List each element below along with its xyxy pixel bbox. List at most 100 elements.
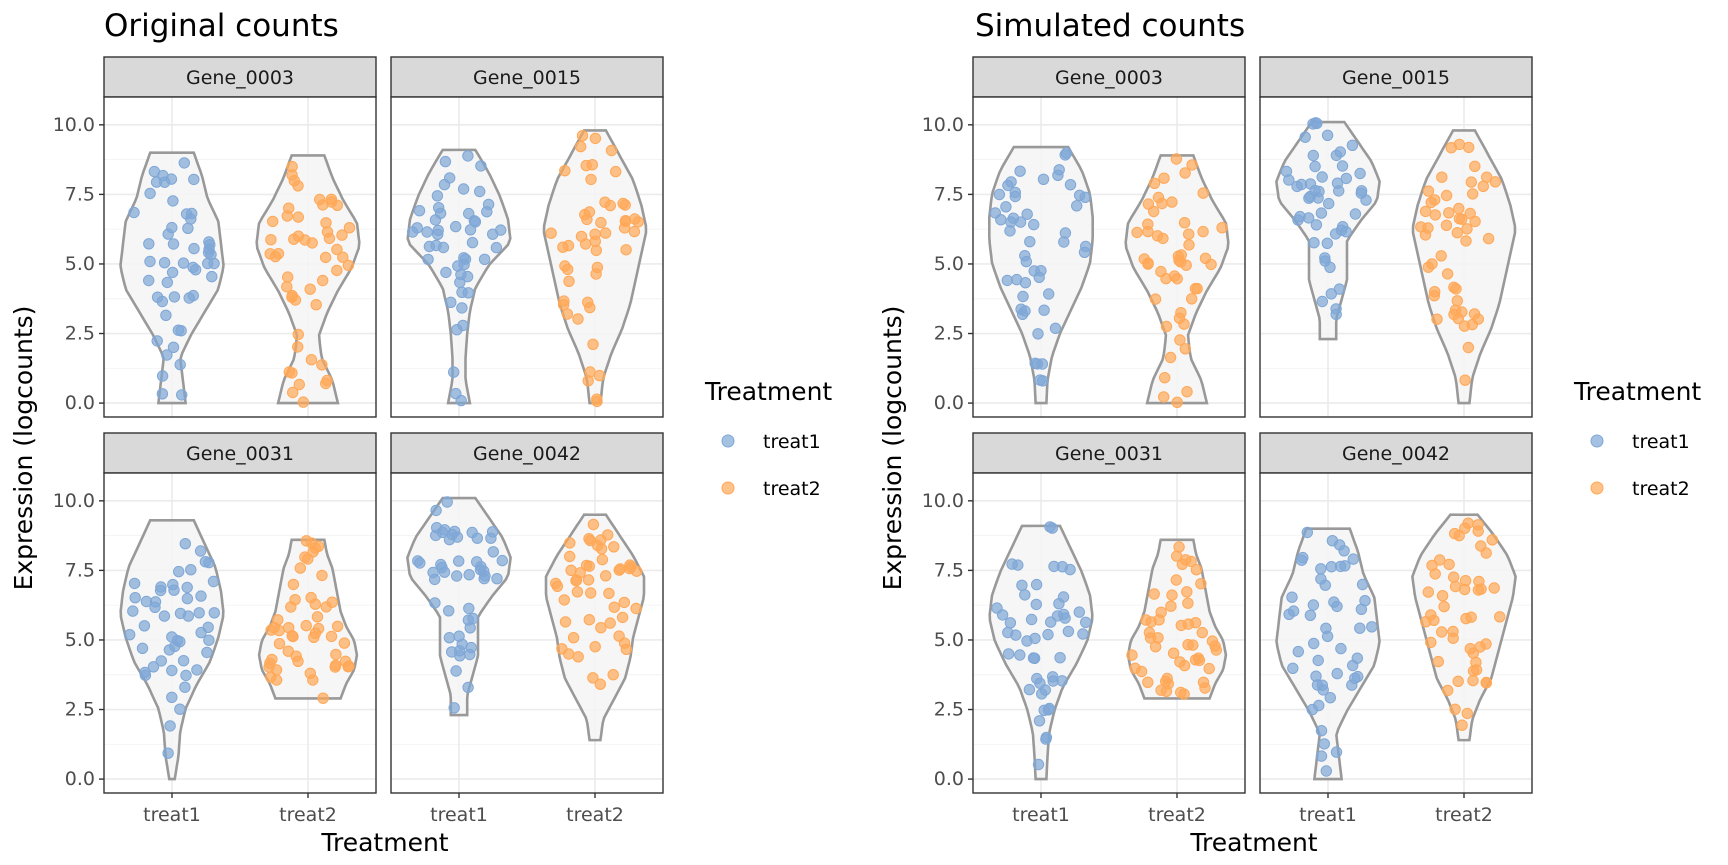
data-point [1037,173,1050,186]
data-point [1014,216,1027,228]
data-point [617,197,629,210]
data-point [1175,619,1188,632]
y-tick-label: 0.0 [934,768,964,790]
data-point [174,358,186,371]
data-point [305,354,318,366]
y-tick-label: 0.0 [65,392,95,414]
data-point [165,173,178,185]
data-point [1017,290,1029,303]
data-point [1283,174,1295,186]
data-point [1489,176,1502,188]
data-point [587,672,599,684]
data-point [1286,591,1298,603]
data-point [1319,579,1332,591]
data-point [567,632,580,644]
data-point [203,634,215,646]
data-point [1355,185,1368,197]
data-point [127,605,139,617]
data-point [1461,223,1473,235]
x-tick-label: treat1 [1012,804,1070,826]
data-point [292,328,304,341]
data-point [1182,597,1194,609]
data-point [272,248,285,260]
legend-title: Treatment [1573,377,1701,406]
data-point [565,564,577,576]
data-point [599,196,611,208]
data-point [1436,171,1448,183]
data-point [1321,237,1334,250]
data-point [1453,202,1465,215]
data-point [608,601,620,613]
data-point [1432,655,1445,668]
data-point [1205,258,1217,271]
data-point [610,165,622,178]
data-point [1059,149,1071,161]
data-point [1349,672,1361,684]
data-point [174,636,186,648]
data-point [1148,588,1160,600]
data-point [1310,670,1322,682]
data-point [187,289,200,302]
data-point [437,241,450,254]
data-point [591,393,603,405]
points-treat2 [1415,138,1502,386]
data-point [462,150,474,162]
data-point [1078,246,1091,259]
facet-strip-label: Gene_0015 [1342,67,1450,89]
data-point [1451,295,1464,307]
data-point [1160,320,1173,333]
data-point [292,211,304,223]
legend-key-treat1 [721,434,735,448]
data-point [181,592,194,605]
data-point [564,550,576,563]
y-tick-label: 2.5 [65,699,95,721]
data-point [1335,642,1347,655]
violin-treat1 [1275,527,1381,781]
data-point [1283,608,1295,620]
data-point [1142,225,1154,238]
data-point [1190,564,1203,576]
data-point [451,324,463,336]
data-point [430,504,442,517]
data-point [1140,614,1152,626]
data-point [450,220,462,233]
facet-strip-label: Gene_0003 [186,67,294,89]
data-point [1304,609,1317,621]
data-point [1458,320,1471,332]
data-point [1148,177,1161,190]
data-point [1482,232,1495,245]
data-point [1043,702,1056,715]
data-point [188,173,200,186]
data-point [167,341,180,353]
data-point [148,165,161,178]
data-point [1164,351,1177,364]
data-point [1014,649,1026,661]
data-point [178,157,191,169]
data-point [1040,733,1052,745]
data-point [464,622,476,634]
data-point [1320,765,1333,777]
data-point [299,234,311,246]
data-point [448,702,460,714]
data-point [596,553,609,566]
data-point [1028,218,1040,231]
data-point [1440,219,1453,232]
data-point [451,531,464,543]
data-point [316,569,328,582]
data-point [558,594,570,606]
data-point [166,691,178,703]
data-point [585,173,597,186]
data-point [208,607,221,619]
data-point [1441,268,1454,280]
data-point [1316,295,1329,308]
data-point [1183,239,1195,251]
y-tick-label: 7.5 [934,559,964,581]
data-point [1071,200,1083,212]
data-point [158,610,171,622]
data-point [1462,517,1474,529]
data-point [273,624,285,637]
data-point [1435,250,1447,262]
data-point [128,206,140,219]
data-point [1170,153,1183,165]
